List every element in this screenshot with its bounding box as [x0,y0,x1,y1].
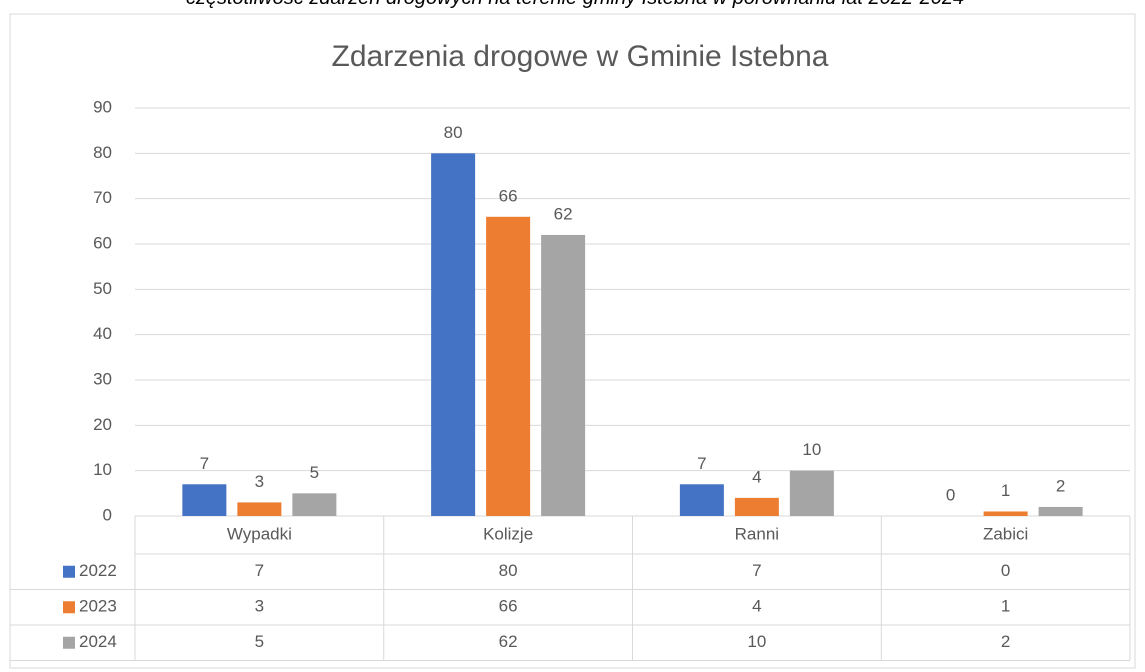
table-cell: 66 [499,597,518,616]
data-label: 1 [1001,481,1010,500]
bar [237,502,282,516]
bar [541,234,586,516]
y-tick-label: 10 [93,460,112,479]
bar [431,153,476,517]
legend-label: 2024 [79,632,117,651]
bar [789,470,834,516]
legend-swatch [63,636,75,649]
data-label: 7 [200,454,209,473]
x-tick-label: Zabici [983,524,1028,543]
table-cell: 62 [499,632,518,651]
data-label: 7 [697,454,706,473]
y-tick-label: 30 [93,369,112,388]
table-cell: 80 [499,561,518,580]
chart-title: Zdarzenia drogowe w Gminie Istebna [332,40,829,73]
y-tick-label: 20 [93,415,112,434]
legend-swatch [63,601,75,614]
y-tick-label: 80 [93,143,112,162]
bar [292,493,337,516]
data-label: 4 [752,467,761,486]
y-tick-label: 50 [93,279,112,298]
data-label: 2 [1056,476,1065,495]
caption: częstotliwość zdarzeń drogowych na teren… [186,0,964,9]
bar [734,497,779,516]
table-cell: 3 [255,597,264,616]
table-cell: 0 [1001,561,1010,580]
bar [679,484,724,516]
y-tick-label: 90 [93,97,112,116]
table-cell: 7 [255,561,264,580]
data-label: 0 [946,485,955,504]
data-label: 5 [310,463,319,482]
table-cell: 5 [255,632,264,651]
bar [1038,506,1083,516]
table-cell: 4 [752,597,761,616]
table-cell: 7 [752,561,761,580]
y-tick-label: 40 [93,324,112,343]
table-cell: 10 [747,632,766,651]
legend-swatch [63,565,75,578]
bar [182,484,227,516]
y-tick-label: 0 [103,505,112,524]
x-tick-label: Kolizje [483,524,533,543]
bar [486,216,531,517]
data-label: 80 [444,123,463,142]
legend-label: 2022 [79,561,117,580]
y-tick-label: 60 [93,233,112,252]
bar [983,511,1028,516]
x-tick-label: Wypadki [227,524,292,543]
y-tick-label: 70 [93,188,112,207]
data-label: 66 [499,186,518,205]
x-tick-label: Ranni [735,524,779,543]
data-label: 62 [554,204,573,223]
data-label: 10 [802,440,821,459]
table-cell: 1 [1001,597,1010,616]
legend-label: 2023 [79,597,117,616]
table-cell: 2 [1001,632,1010,651]
data-label: 3 [255,472,264,491]
